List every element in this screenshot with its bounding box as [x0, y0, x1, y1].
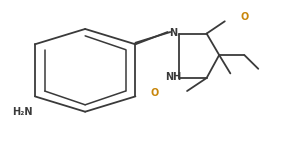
Text: NH: NH: [165, 72, 181, 82]
Text: H₂N: H₂N: [13, 107, 33, 117]
Text: O: O: [151, 88, 159, 98]
Text: N: N: [169, 28, 177, 38]
Text: O: O: [240, 12, 248, 22]
